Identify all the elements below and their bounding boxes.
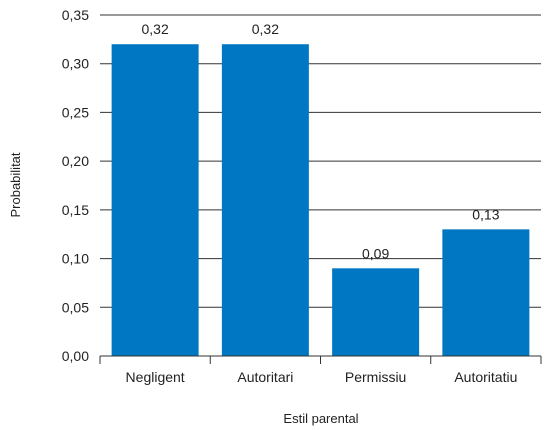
bars — [111, 44, 530, 356]
bar — [221, 44, 309, 356]
y-tick-label: 0,05 — [62, 299, 89, 315]
x-category-label: Autoritari — [237, 369, 293, 385]
y-tick-label: 0,25 — [62, 104, 89, 120]
x-category-label: Permissiu — [345, 369, 406, 385]
bar — [111, 44, 199, 356]
x-category-label: Autoritatiu — [454, 369, 517, 385]
data-label: 0,32 — [142, 21, 169, 37]
x-category-label: Negligent — [126, 369, 185, 385]
bar — [332, 268, 420, 356]
data-label: 0,32 — [252, 21, 279, 37]
y-tick-label: 0,35 — [62, 7, 89, 23]
x-axis-title: Estil parental — [283, 411, 358, 426]
x-axis: Negligent Autoritari Permissiu Autoritatiu — [99, 355, 542, 385]
y-tick-label: 0,15 — [62, 202, 89, 218]
data-label: 0,13 — [472, 206, 499, 222]
data-label: 0,09 — [362, 245, 389, 261]
y-tick-label: 0,00 — [62, 348, 89, 364]
y-axis-tick-labels: 0,00 0,05 0,10 0,15 0,20 0,25 0,30 0,35 — [62, 7, 89, 364]
data-labels: 0,32 0,32 0,09 0,13 — [142, 21, 500, 261]
y-tick-label: 0,20 — [62, 153, 89, 169]
y-tick-label: 0,30 — [62, 56, 89, 72]
y-tick-label: 0,10 — [62, 251, 89, 267]
y-axis-title: Probabilitat — [8, 152, 23, 217]
bar — [442, 229, 530, 356]
